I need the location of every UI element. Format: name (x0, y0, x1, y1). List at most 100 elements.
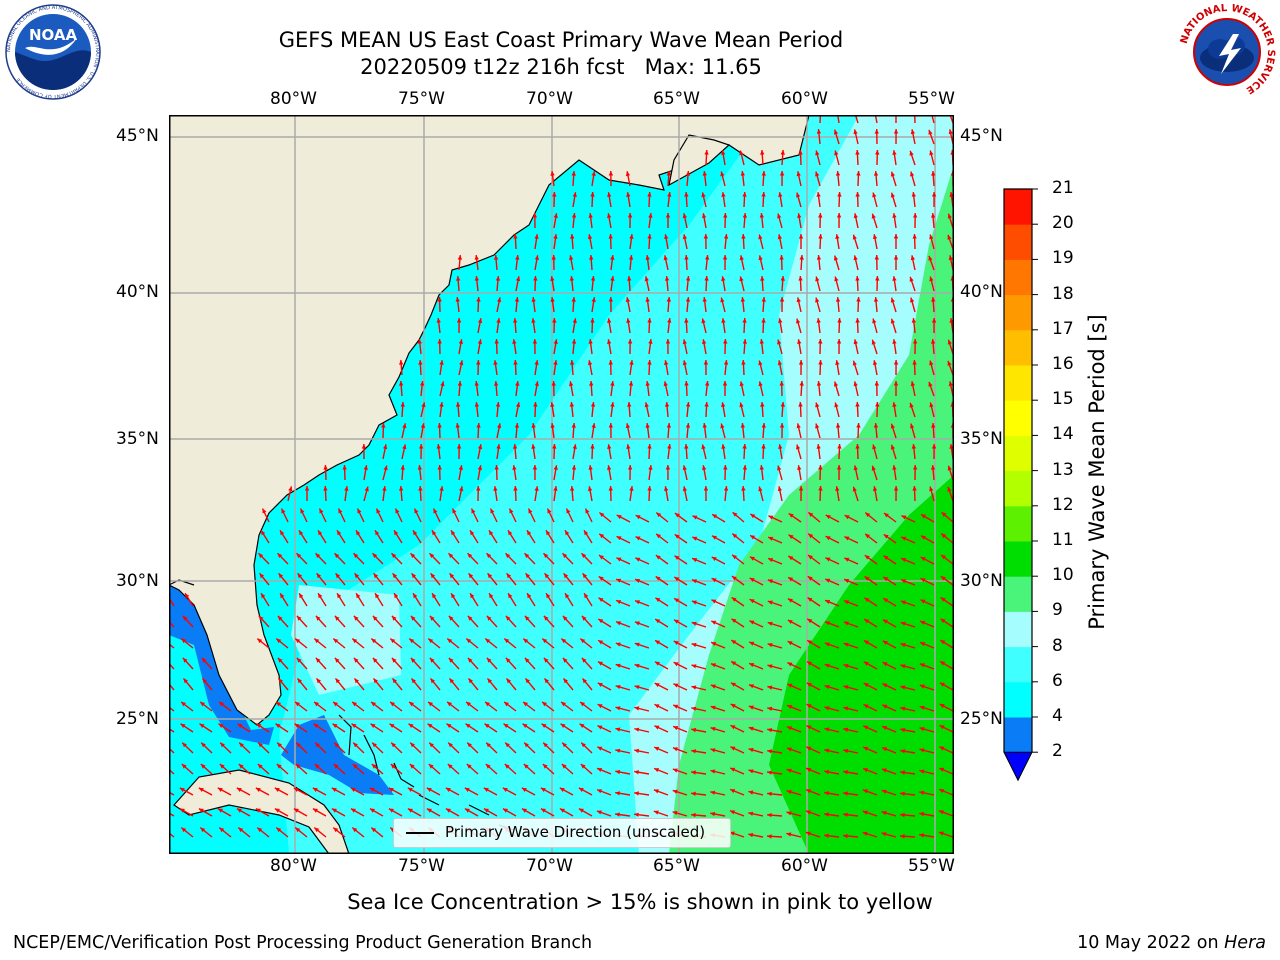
wave-direction-arrowhead (635, 536, 641, 541)
wave-direction-arrowhead (408, 723, 414, 728)
wave-direction-arrowhead (665, 213, 671, 218)
wave-direction-arrowhead (534, 255, 539, 260)
wave-direction-arrowhead (546, 593, 551, 599)
wave-direction-arrowhead (806, 704, 812, 709)
wave-direction-arrowhead (299, 593, 304, 599)
wave-direction-arrowhead (818, 234, 823, 239)
wave-direction-arrowhead (477, 339, 482, 345)
wave-direction-arrowhead (759, 339, 764, 344)
wave-direction-arrowhead (608, 297, 613, 302)
wave-direction-arrowhead (815, 276, 820, 282)
lon-label-bottom-65w: 65°W (653, 856, 700, 876)
wave-direction-arrowhead (627, 402, 632, 407)
wave-direction-arrowhead (471, 508, 476, 514)
wave-direction-arrowhead (779, 255, 784, 260)
wave-direction-arrowhead (552, 192, 557, 197)
wave-direction-arrowhead (565, 593, 570, 599)
wave-direction-arrowhead (806, 725, 812, 730)
wave-direction-arrowhead (853, 381, 858, 387)
wave-direction-arrowhead (615, 727, 621, 732)
wave-direction-arrowhead (672, 789, 678, 794)
wave-direction-arrowhead (591, 171, 596, 176)
wave-direction-arrowhead (843, 621, 849, 626)
wave-direction-arrowhead (731, 597, 737, 602)
wave-direction-arrowhead (654, 683, 660, 688)
wave-direction-arrowhead (843, 833, 848, 839)
wave-direction-arrowhead (505, 615, 511, 621)
colorbar-labels: 2 4 6 8 9 10 11 12 13 14 15 16 17 18 19 20 21 (1052, 0, 1112, 960)
wave-direction-arrowhead (375, 530, 380, 536)
wave-direction-arrowhead (855, 444, 860, 449)
wave-direction-arrowhead (304, 486, 310, 491)
wave-direction-arrowhead (426, 787, 432, 792)
colorbar-segment (1004, 224, 1032, 260)
wave-direction-arrowhead (376, 508, 381, 514)
lon-label-bottom-80w: 80°W (270, 856, 317, 876)
wave-direction-arrowhead (615, 706, 621, 711)
wave-direction-arrowhead (350, 808, 356, 813)
wave-direction-arrowhead (721, 150, 726, 155)
colorbar-tick-label: 12 (1052, 494, 1074, 515)
wave-direction-arrow (169, 812, 175, 817)
wave-direction-arrowhead (599, 555, 604, 560)
wave-direction-arrowhead (560, 723, 566, 728)
lat-label-left-35n: 35°N (116, 429, 159, 449)
wave-direction-arrowhead (553, 339, 558, 344)
wave-direction-arrowhead (420, 381, 425, 386)
wave-direction-arrowhead (181, 764, 187, 769)
wave-direction-arrowhead (390, 764, 396, 769)
wave-direction-arrowhead (644, 402, 649, 408)
wave-direction-arrowhead (372, 742, 377, 748)
wave-direction-arrowhead (572, 318, 577, 323)
wave-direction-arrowhead (806, 768, 812, 772)
wave-direction-arrowhead (787, 726, 792, 731)
wave-direction-arrowhead (919, 663, 925, 668)
wave-direction-arrowhead (893, 234, 899, 239)
colorbar-tick-label: 11 (1052, 530, 1074, 550)
wave-direction-arrowhead (919, 727, 925, 732)
colorbar-tick-label: 19 (1052, 248, 1074, 269)
wave-direction-arrowhead (702, 213, 707, 219)
wave-direction-arrowhead (432, 530, 437, 536)
wave-direction-arrowhead (319, 508, 324, 514)
wave-direction-arrowhead (509, 508, 514, 514)
wave-direction-arrowhead (413, 593, 418, 599)
wave-direction-arrowhead (597, 746, 603, 751)
wave-direction-arrowhead (550, 423, 555, 428)
wave-direction-arrowhead (825, 578, 831, 583)
wave-direction-arrowhead (470, 530, 475, 536)
wave-direction-arrowhead (721, 318, 726, 323)
wave-direction-arrowhead (433, 508, 438, 514)
wave-direction-arrowhead (685, 402, 691, 407)
wave-direction-arrowhead (296, 657, 302, 663)
wave-direction-arrowhead (543, 742, 548, 748)
colorbar-segment (1004, 717, 1032, 753)
wave-direction-arrowhead (742, 318, 747, 323)
wave-direction-arrowhead (534, 381, 539, 386)
wave-direction-arrowhead (761, 423, 766, 428)
wave-direction-arrowhead (864, 576, 870, 581)
wave-direction-arrowhead (569, 255, 574, 261)
wave-direction-arrowhead (495, 402, 501, 407)
wave-direction-arrowhead (561, 701, 566, 707)
wave-direction-arrowhead (629, 486, 634, 491)
wave-direction-arrowhead (508, 530, 513, 536)
wave-direction-arrowhead (198, 808, 204, 813)
wave-direction-arrowhead (628, 465, 633, 470)
wave-direction-arrowhead (913, 339, 918, 344)
wave-direction-arrowhead (778, 192, 783, 197)
wave-direction-arrowhead (691, 621, 697, 626)
wave-direction-arrowhead (201, 657, 207, 663)
wave-direction-arrowhead (702, 339, 707, 345)
wave-direction-arrowhead (372, 553, 378, 558)
wave-direction-arrowhead (883, 598, 889, 603)
wave-direction-arrowhead (731, 576, 737, 581)
wave-direction-arrowhead (920, 642, 926, 647)
wave-direction-arrowhead (259, 573, 265, 579)
wave-direction-arrowhead (467, 657, 473, 663)
wave-direction-arrowhead (667, 444, 672, 449)
wave-direction-arrowhead (947, 213, 952, 219)
wave-direction-arrowhead (524, 657, 530, 663)
wave-direction-arrowhead (890, 423, 895, 429)
wave-direction-arrowhead (515, 276, 521, 282)
